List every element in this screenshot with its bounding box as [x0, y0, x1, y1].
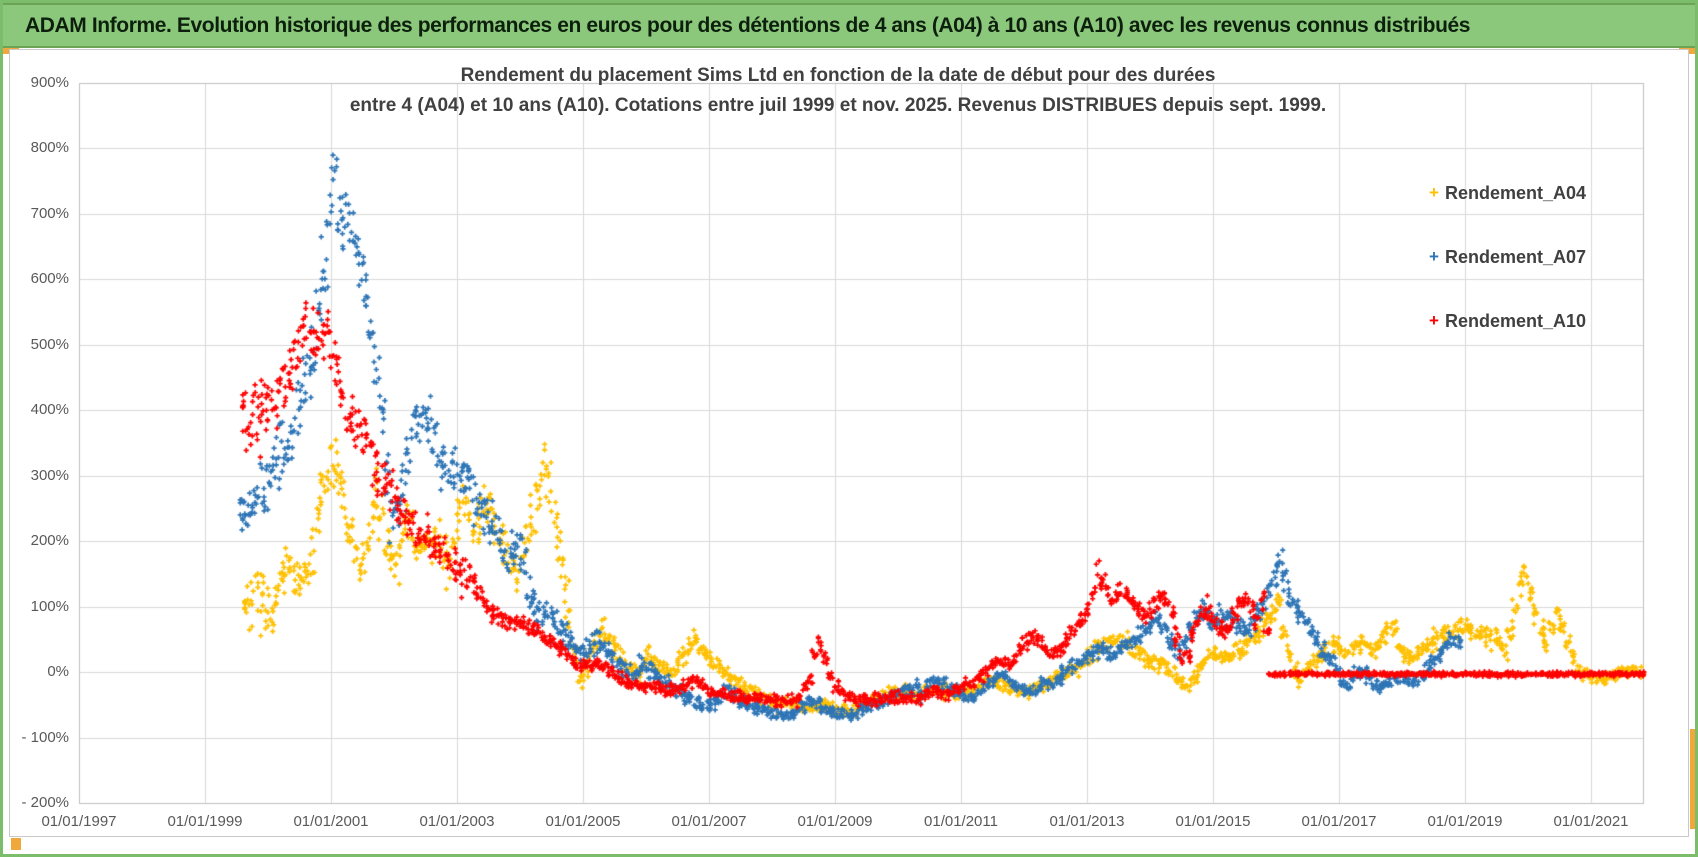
- x-tick-label: 01/01/2015: [1175, 813, 1251, 830]
- legend-label: Rendement_A07: [1445, 246, 1587, 267]
- y-tick-label: 0%: [47, 663, 69, 681]
- x-tick-label: 01/01/2011: [924, 813, 998, 830]
- y-tick-label: 400%: [30, 401, 69, 419]
- x-tick-label: 01/01/1999: [167, 813, 243, 830]
- plus-marker-icon: +: [1429, 183, 1439, 202]
- y-tick-label: 300%: [30, 466, 69, 484]
- x-tick-label: 01/01/2005: [545, 813, 621, 830]
- plus-marker-icon: +: [1429, 311, 1439, 330]
- y-tick-label: 600%: [30, 270, 69, 288]
- legend-label: Rendement_A10: [1445, 310, 1587, 331]
- legend-item-a07[interactable]: + Rendement_A07: [1423, 225, 1673, 289]
- x-tick-label: 01/01/2009: [797, 813, 873, 830]
- x-tick-label: 01/01/2017: [1301, 813, 1377, 830]
- y-tick-label: 800%: [30, 139, 69, 157]
- chart-title-line1: Rendement du placement Sims Ltd en fonct…: [460, 65, 1216, 86]
- legend-item-a10[interactable]: + Rendement_A10: [1423, 289, 1673, 353]
- x-tick-label: 01/01/2001: [293, 813, 369, 830]
- chart-title-line2: entre 4 (A04) et 10 ans (A10). Cotations…: [349, 95, 1327, 116]
- legend-item-a04[interactable]: + Rendement_A04: [1423, 161, 1673, 225]
- y-tick-label: - 100%: [21, 728, 69, 746]
- y-tick-label: 100%: [30, 597, 69, 615]
- legend-label: Rendement_A04: [1445, 182, 1587, 203]
- x-tick-label: 01/01/2013: [1049, 813, 1125, 830]
- x-tick-label: 01/01/2019: [1427, 813, 1503, 830]
- chart-title: Rendement du placement Sims Ltd en fonct…: [253, 61, 1423, 121]
- y-tick-label: 900%: [30, 74, 69, 91]
- x-tick-label: 01/01/2007: [671, 813, 747, 830]
- y-tick-label: 500%: [30, 335, 69, 353]
- chart-legend: + Rendement_A04 + Rendement_A07 + Rendem…: [1423, 161, 1673, 353]
- y-tick-label: - 200%: [21, 794, 69, 811]
- y-tick-label: 200%: [30, 532, 69, 550]
- scatter-plot-canvas[interactable]: [3, 3, 1695, 854]
- y-tick-label: 700%: [30, 204, 69, 222]
- x-tick-label: 01/01/1997: [41, 813, 117, 830]
- plus-marker-icon: +: [1429, 247, 1439, 266]
- x-tick-label: 01/01/2003: [419, 813, 495, 830]
- x-tick-label: 01/01/2021: [1553, 813, 1629, 830]
